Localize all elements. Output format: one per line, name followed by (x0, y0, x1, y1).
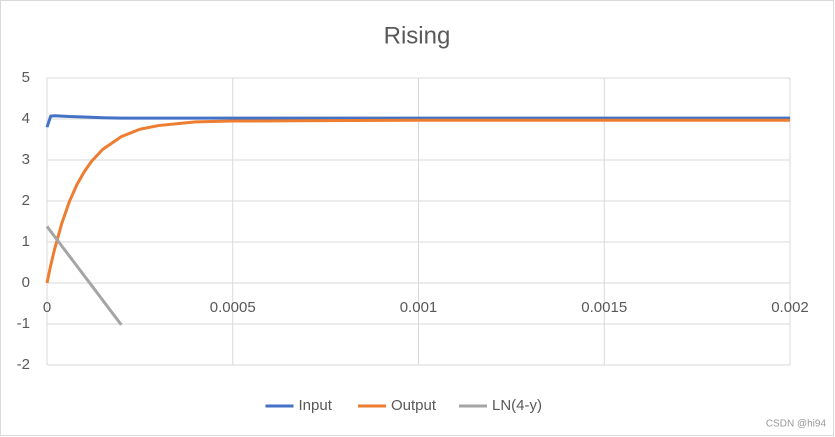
y-tick-label: -1 (17, 315, 30, 332)
x-tick-label: 0.002 (771, 299, 809, 316)
legend-label: Input (299, 397, 333, 414)
y-tick-label: 5 (22, 69, 30, 86)
y-tick-label: -2 (17, 356, 30, 373)
x-tick-label: 0.0005 (210, 299, 256, 316)
y-tick-label: 4 (22, 110, 30, 127)
watermark: CSDN @hi94 (766, 419, 827, 430)
series-line (45, 118, 790, 284)
chart-title: Rising (384, 22, 451, 49)
y-tick-label: 1 (22, 233, 30, 250)
y-tick-label: 3 (22, 151, 30, 168)
y-tick-label: 0 (22, 274, 30, 291)
y-tick-label: 2 (22, 192, 30, 209)
legend-label: LN(4-y) (492, 397, 542, 414)
x-tick-label: 0 (43, 299, 51, 316)
series-line (45, 114, 790, 128)
x-tick-label: 0.001 (400, 299, 438, 316)
series-line (45, 225, 123, 326)
x-tick-label: 0.0015 (581, 299, 627, 316)
legend-label: Output (391, 397, 437, 414)
